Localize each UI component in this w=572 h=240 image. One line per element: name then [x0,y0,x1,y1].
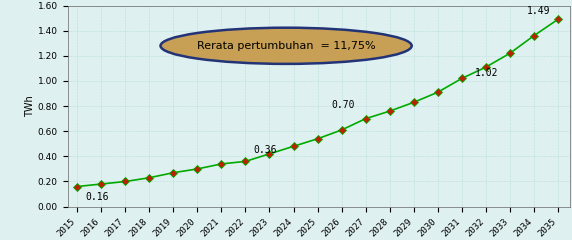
Text: 0.70: 0.70 [332,100,355,109]
Text: Rerata pertumbuhan  = 11,75%: Rerata pertumbuhan = 11,75% [197,41,375,51]
Ellipse shape [161,28,412,64]
Y-axis label: TWh: TWh [25,95,35,117]
Text: 0.36: 0.36 [253,145,277,155]
Text: 1.02: 1.02 [475,68,499,78]
Text: 0.16: 0.16 [85,192,109,202]
Text: 1.49: 1.49 [527,6,550,16]
